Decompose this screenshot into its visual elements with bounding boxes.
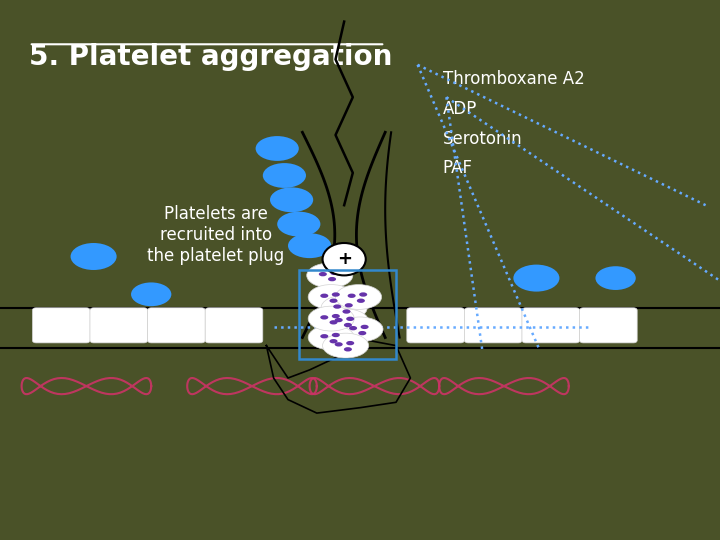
Ellipse shape [332,333,340,337]
Ellipse shape [330,299,338,303]
Ellipse shape [344,323,352,327]
FancyBboxPatch shape [90,308,148,343]
Text: Thromboxane A2: Thromboxane A2 [443,70,585,88]
FancyBboxPatch shape [32,308,90,343]
Ellipse shape [270,187,313,212]
Ellipse shape [308,325,354,350]
FancyBboxPatch shape [580,308,637,343]
Bar [299,270,396,359]
Ellipse shape [332,292,340,296]
Ellipse shape [277,212,320,237]
Ellipse shape [344,347,352,352]
Ellipse shape [335,318,343,322]
Ellipse shape [333,305,341,309]
FancyBboxPatch shape [522,308,580,343]
FancyBboxPatch shape [205,308,263,343]
Ellipse shape [335,342,343,347]
Ellipse shape [71,243,117,270]
Ellipse shape [131,282,171,306]
Ellipse shape [319,272,327,276]
Ellipse shape [323,333,369,358]
Ellipse shape [595,266,636,290]
Text: PAF: PAF [443,159,473,177]
Text: 5. Platelet aggregation: 5. Platelet aggregation [29,43,392,71]
Ellipse shape [359,331,366,335]
Ellipse shape [321,295,367,320]
Ellipse shape [263,163,306,188]
Ellipse shape [320,334,328,339]
FancyBboxPatch shape [464,308,522,343]
Ellipse shape [332,314,340,318]
Ellipse shape [336,285,382,309]
Ellipse shape [307,263,353,288]
Ellipse shape [345,303,353,307]
Text: ADP: ADP [443,100,477,118]
Ellipse shape [308,306,354,331]
Ellipse shape [343,309,351,314]
Ellipse shape [349,326,357,330]
Ellipse shape [328,277,336,281]
Text: Serotonin: Serotonin [443,130,523,147]
Ellipse shape [337,317,383,342]
Ellipse shape [330,271,338,275]
Ellipse shape [323,309,369,334]
Ellipse shape [346,341,354,345]
Text: Platelets are
recruited into
the platelet plug: Platelets are recruited into the platele… [148,205,284,265]
Ellipse shape [348,294,356,298]
Ellipse shape [288,233,331,258]
Ellipse shape [359,292,367,296]
Ellipse shape [357,299,365,303]
Ellipse shape [330,320,338,325]
Ellipse shape [330,339,338,343]
Text: +: + [337,250,351,268]
Ellipse shape [320,315,328,320]
FancyBboxPatch shape [148,308,205,343]
Ellipse shape [346,316,354,321]
Ellipse shape [308,285,354,309]
Circle shape [323,243,366,275]
FancyBboxPatch shape [407,308,464,343]
Ellipse shape [256,136,299,161]
Ellipse shape [361,325,369,329]
Ellipse shape [513,265,559,292]
Ellipse shape [320,294,328,298]
